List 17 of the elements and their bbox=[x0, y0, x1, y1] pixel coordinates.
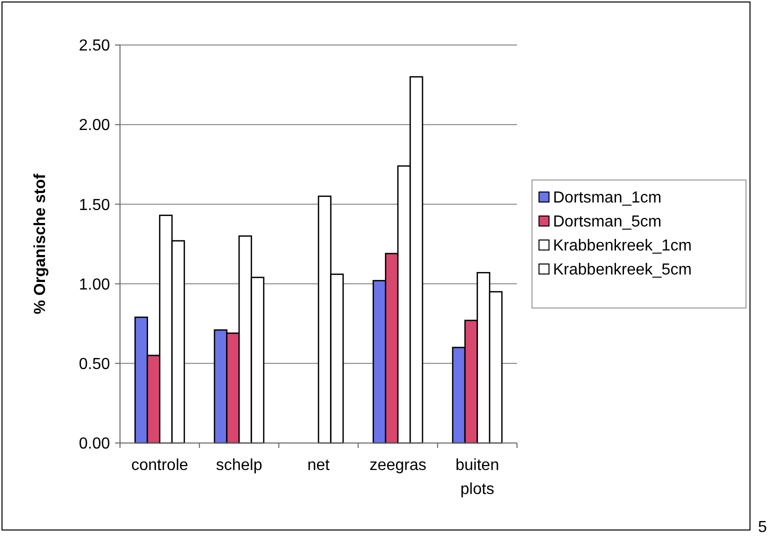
y-tick-label: 2.00 bbox=[78, 117, 110, 134]
legend-label: Krabbenkreek_1cm bbox=[553, 238, 692, 255]
legend-label: Dortsman_1cm bbox=[553, 190, 662, 207]
x-tick-label: schelp bbox=[216, 457, 262, 474]
legend-label: Krabbenkreek_5cm bbox=[553, 262, 692, 279]
y-tick-label: 0.50 bbox=[78, 356, 110, 373]
y-axis-title: % Organische stof bbox=[32, 173, 49, 314]
legend-label: Dortsman_5cm bbox=[553, 214, 662, 231]
y-tick-label: 1.00 bbox=[78, 276, 110, 294]
y-tick-label: 2.50 bbox=[78, 38, 110, 55]
text: 5 bbox=[758, 519, 767, 536]
x-tick-label: zeegras bbox=[369, 457, 426, 474]
y-tick-label: 0.00 bbox=[78, 436, 110, 453]
x-tick-label: buiten plots bbox=[456, 457, 500, 498]
x-tick-label: controle bbox=[131, 457, 188, 474]
x-tick-label: net bbox=[307, 457, 330, 474]
y-tick-label: 1.50 bbox=[78, 196, 110, 214]
